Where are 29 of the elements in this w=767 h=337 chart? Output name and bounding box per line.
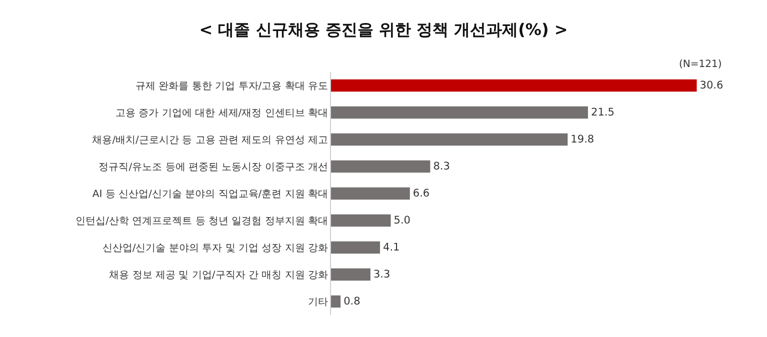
y-tick-label: 규제 완화를 통한 기업 투자/고용 확대 유도 xyxy=(136,81,328,92)
y-tick-label: 정규직/유노조 등에 편중된 노동시장 이중구조 개선 xyxy=(98,162,328,173)
data-label: 5.0 xyxy=(394,214,411,226)
y-tick-label: AI 등 신산업/신기술 분야의 직업교육/훈련 지원 확대 xyxy=(92,189,328,200)
bar xyxy=(331,160,430,173)
y-tick-label: 기타 xyxy=(308,297,328,308)
chart-title: < 대졸 신규채용 증진을 위한 정책 개선과제(%) > xyxy=(199,20,568,39)
y-tick-label: 인턴십/산학 연계프로젝트 등 청년 일경험 정부지원 확대 xyxy=(76,216,328,227)
bar xyxy=(331,187,410,200)
y-tick-label: 채용/배치/근로시간 등 고용 관련 제도의 유연성 제고 xyxy=(92,135,328,146)
data-label: 0.8 xyxy=(344,295,360,308)
data-label: 19.8 xyxy=(570,133,594,146)
y-tick-label: 채용 정보 제공 및 기업/구직자 간 매칭 지원 강화 xyxy=(109,270,328,281)
bar xyxy=(331,79,697,92)
data-label: 8.3 xyxy=(433,160,450,172)
bar xyxy=(331,268,370,281)
bar xyxy=(331,295,341,308)
bar xyxy=(331,133,568,146)
data-label: 6.6 xyxy=(412,187,430,200)
y-tick-label: 신산업/신기술 분야의 투자 및 기업 성장 지원 강화 xyxy=(102,243,328,254)
y-tick-label: 고용 증가 기업에 대한 세제/재정 인센티브 확대 xyxy=(116,108,328,119)
data-label: 4.1 xyxy=(383,241,400,254)
data-label: 30.6 xyxy=(700,79,724,92)
text: (N=121) xyxy=(679,59,722,70)
bar xyxy=(331,106,588,119)
data-label: 21.5 xyxy=(591,106,614,118)
data-label: 3.3 xyxy=(373,268,390,280)
bar xyxy=(331,241,380,254)
bar xyxy=(331,214,391,227)
